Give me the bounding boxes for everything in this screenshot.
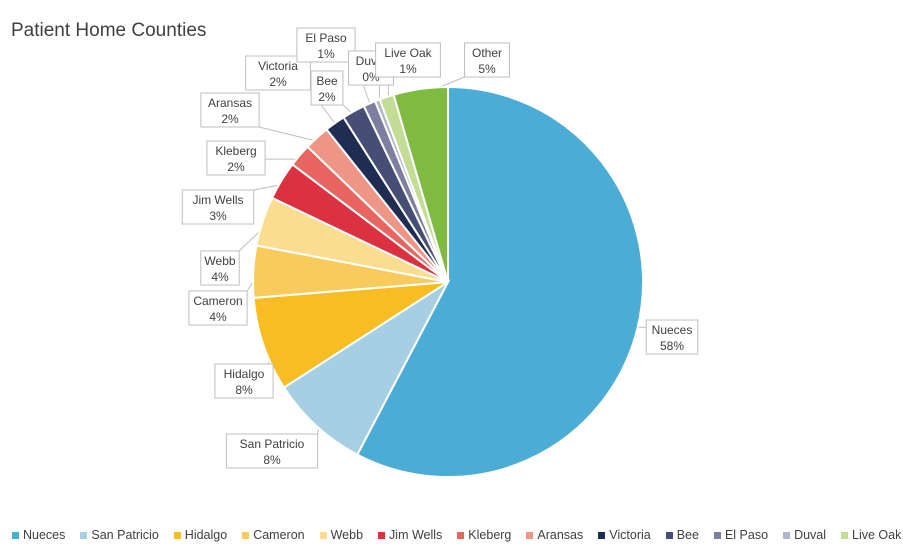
legend-swatch — [12, 531, 19, 539]
legend-swatch — [783, 531, 791, 539]
legend-item-jim-wells: Jim Wells — [378, 528, 442, 542]
legend-label: Hidalgo — [184, 528, 228, 542]
legend-label: Jim Wells — [389, 528, 443, 542]
data-label-bee: Bee 2% — [310, 70, 344, 106]
legend-item-live-oak: Live Oak — [841, 528, 901, 542]
data-label-name: Live Oak — [384, 46, 432, 60]
data-label-value: 1% — [399, 62, 417, 76]
slice-other — [392, 85, 449, 283]
legend-label: Live Oak — [852, 528, 902, 542]
legend-item-webb: Webb — [319, 528, 364, 542]
data-label-name: Other — [472, 46, 502, 60]
data-label-name: Webb — [204, 254, 235, 268]
slice-san-patricio — [282, 279, 451, 456]
legend-label: Victoria — [609, 528, 651, 542]
legend-swatch — [526, 531, 534, 539]
slice-nueces — [355, 85, 644, 478]
data-label-name: Cameron — [193, 294, 242, 308]
legend-item-duval: Duval — [783, 528, 826, 542]
pie-chart: Nueces 58% San Patricio 8% Hidalgo 8% Cameron 4… — [181, 27, 699, 478]
data-label-value: 2% — [227, 160, 245, 174]
data-label-value: 2% — [269, 75, 287, 89]
data-label-value: 58% — [660, 339, 684, 353]
data-label-value: 5% — [478, 62, 496, 76]
data-label-el-paso: El Paso 1% — [296, 27, 356, 63]
data-label-kleberg: Kleberg 2% — [206, 140, 266, 176]
data-label-name: Hidalgo — [224, 367, 265, 381]
data-label-live-oak: Live Oak 1% — [375, 42, 441, 78]
legend-item-bee: Bee — [665, 528, 699, 542]
data-label-value: 1% — [317, 47, 335, 61]
legend-swatch — [457, 531, 465, 539]
legend-item-el-paso: El Paso — [713, 528, 769, 542]
data-label-name: Victoria — [258, 59, 298, 73]
legend-item-cameron: Cameron — [242, 528, 305, 542]
legend-item-kleberg: Kleberg — [457, 528, 511, 542]
legend: Nueces San Patricio Hidalgo Cameron Webb Jim … — [12, 528, 902, 542]
legend-item-aransas: Aransas — [526, 528, 583, 542]
data-label-value: 4% — [209, 310, 227, 324]
data-label-aransas: Aransas 2% — [200, 92, 260, 128]
legend-swatch — [841, 531, 849, 539]
data-label-name: Aransas — [208, 96, 252, 110]
data-label-value: 2% — [318, 90, 336, 104]
data-label-san-patricio: San Patricio 8% — [225, 433, 319, 469]
legend-swatch — [80, 531, 88, 539]
data-label-name: Bee — [316, 74, 338, 88]
data-label-nueces: Nueces 58% — [645, 319, 699, 355]
data-label-webb: Webb 4% — [200, 250, 240, 286]
legend-label: Bee — [676, 528, 699, 542]
legend-item-san-patricio: San Patricio — [80, 528, 159, 542]
legend-label: Nueces — [23, 528, 66, 542]
data-label-value: 3% — [209, 209, 227, 223]
legend-label: Kleberg — [468, 528, 512, 542]
legend-swatch — [173, 531, 181, 539]
legend-label: Duval — [794, 528, 827, 542]
data-label-cameron: Cameron 4% — [188, 290, 248, 326]
legend-swatch — [242, 531, 250, 539]
legend-label: Aransas — [537, 528, 584, 542]
data-label-value: 8% — [263, 453, 281, 467]
legend-label: El Paso — [724, 528, 769, 542]
data-label-value: 2% — [221, 112, 239, 126]
legend-item-hidalgo: Hidalgo — [173, 528, 228, 542]
data-label-hidalgo: Hidalgo 8% — [214, 363, 274, 399]
legend-swatch — [713, 531, 721, 539]
legend-label: Webb — [330, 528, 364, 542]
data-label-name: Jim Wells — [192, 193, 243, 207]
legend-label: Cameron — [253, 528, 305, 542]
legend-swatch — [319, 531, 327, 539]
slice-hidalgo — [252, 281, 449, 389]
data-label-other: Other 5% — [464, 42, 510, 78]
legend-item-victoria: Victoria — [598, 528, 651, 542]
legend-item-nueces: Nueces — [12, 528, 65, 542]
data-label-name: Kleberg — [215, 144, 256, 158]
data-label-jim-wells: Jim Wells 3% — [181, 189, 255, 225]
legend-swatch — [598, 531, 606, 539]
data-label-name: Nueces — [652, 323, 693, 337]
legend-swatch — [665, 531, 673, 539]
chart-title: Patient Home Counties — [11, 20, 207, 41]
legend-label: San Patricio — [91, 528, 159, 542]
leader-line — [258, 126, 321, 143]
data-label-value: 8% — [235, 383, 253, 397]
data-label-value: 4% — [211, 270, 229, 284]
data-label-name: San Patricio — [240, 437, 305, 451]
legend-swatch — [378, 531, 386, 539]
data-label-name: El Paso — [305, 31, 347, 45]
